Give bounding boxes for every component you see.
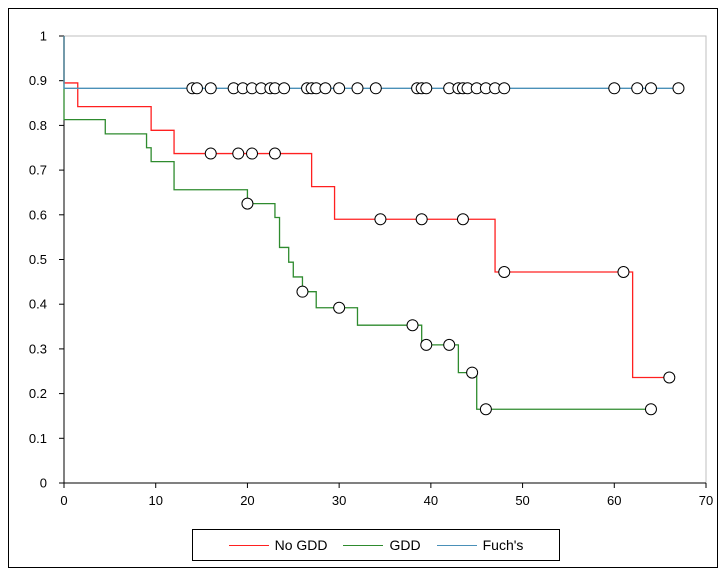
y-tick-label: 1: [40, 29, 47, 44]
legend-label-gdd: GDD: [389, 537, 421, 553]
censor-marker-fuch-s: [644, 82, 657, 95]
censor-marker-gdd: [406, 319, 419, 332]
censor-marker-no-gdd: [268, 147, 281, 160]
censor-marker-fuch-s: [420, 82, 433, 95]
y-tick-label: 0.2: [29, 386, 47, 401]
x-tick-label: 10: [148, 493, 162, 508]
x-tick-label: 20: [240, 493, 254, 508]
censor-marker-gdd: [479, 403, 492, 416]
censor-marker-fuch-s: [672, 82, 685, 95]
censor-marker-no-gdd: [232, 147, 245, 160]
censor-marker-no-gdd: [617, 266, 630, 279]
x-tick-label: 70: [699, 493, 713, 508]
censor-marker-fuch-s: [631, 82, 644, 95]
censor-marker-no-gdd: [204, 147, 217, 160]
legend-swatch-no-gdd: [228, 544, 269, 546]
y-tick-label: 0.7: [29, 163, 47, 178]
y-tick-label: 0.8: [29, 118, 47, 133]
censor-marker-gdd: [644, 403, 657, 416]
censor-marker-no-gdd: [498, 266, 511, 279]
y-tick-label: 0.4: [29, 297, 47, 312]
censor-marker-fuch-s: [204, 82, 217, 95]
censor-marker-fuch-s: [608, 82, 621, 95]
y-tick-label: 0.5: [29, 252, 47, 267]
legend-entry-no-gdd: No GDD: [228, 537, 328, 553]
plot-area: [63, 35, 707, 484]
y-tick-label: 0: [40, 476, 47, 491]
censor-marker-gdd: [296, 285, 309, 298]
x-tick-label: 60: [607, 493, 621, 508]
legend-entry-gdd: GDD: [343, 537, 421, 553]
censor-marker-no-gdd: [663, 371, 676, 384]
legend-entry-fuchs: Fuch's: [436, 537, 524, 553]
y-tick-label: 0.9: [29, 73, 47, 88]
legend-swatch-gdd: [343, 544, 384, 546]
censor-marker-fuch-s: [498, 82, 511, 95]
legend-label-fuchs: Fuch's: [482, 537, 524, 553]
series-line-fuch-s: [63, 36, 679, 89]
censor-marker-fuch-s: [369, 82, 382, 95]
legend-swatch-fuchs: [436, 544, 477, 546]
km-chart: 00.10.20.30.40.50.60.70.80.910 10 20 30 40 50…: [29, 29, 713, 509]
legend-label-no-gdd: No GDD: [274, 537, 328, 553]
x-tick-label: 50: [515, 493, 529, 508]
censor-marker-no-gdd: [456, 213, 469, 226]
censor-marker-no-gdd: [374, 213, 387, 226]
censor-marker-gdd: [420, 338, 433, 351]
censor-marker-fuch-s: [278, 82, 291, 95]
censor-marker-fuch-s: [333, 82, 346, 95]
y-tick-label: 0.3: [29, 341, 47, 356]
x-tick-label: 40: [424, 493, 438, 508]
censor-marker-no-gdd: [415, 213, 428, 226]
censor-marker-gdd: [333, 301, 346, 314]
x-tick-label: 0: [60, 493, 67, 508]
y-tick-label: 0.1: [29, 431, 47, 446]
legend: No GDD GDD Fuch's: [192, 529, 560, 561]
censor-marker-gdd: [466, 366, 479, 379]
series-line-no-gdd: [63, 36, 670, 379]
censor-marker-fuch-s: [351, 82, 364, 95]
chart-frame: 0 0.1 0.2 0.3 0.4 0.5 0.6 0.7 0.8 0.9 1 0 10 20 30 40 50…: [8, 8, 718, 568]
censor-marker-gdd: [241, 197, 254, 210]
y-tick-label: 0.6: [29, 207, 47, 222]
censor-marker-no-gdd: [246, 147, 259, 160]
censor-marker-gdd: [443, 338, 456, 351]
censor-marker-fuch-s: [319, 82, 332, 95]
series-line-gdd: [63, 36, 651, 410]
censor-marker-fuch-s: [190, 82, 203, 95]
x-tick-label: 30: [332, 493, 346, 508]
